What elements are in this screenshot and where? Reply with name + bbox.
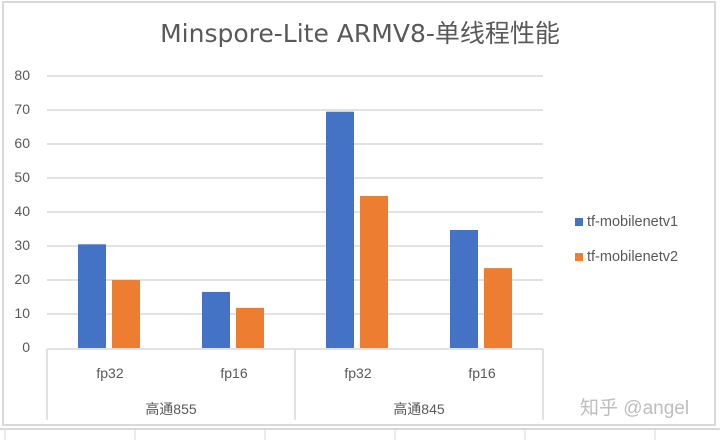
y-tick-label: 10: [14, 305, 30, 321]
spreadsheet-cells: [0, 428, 720, 440]
legend-item-v1: tf-mobilenetv1: [575, 214, 678, 230]
y-tick-label: 50: [14, 169, 30, 185]
y-tick-label: 70: [14, 101, 30, 117]
chart-title: Minspore-Lite ARMV8-单线程性能: [160, 19, 560, 48]
group-label-855: 高通855: [145, 401, 197, 417]
watermark: 知乎 @angel: [580, 398, 690, 419]
bar: [360, 196, 388, 348]
legend-label: tf-mobilenetv1: [587, 214, 679, 230]
x-label-fp16-855: fp16: [220, 365, 248, 381]
chart-card: [2, 1, 716, 426]
bar: [78, 244, 106, 348]
legend-label: tf-mobilenetv2: [587, 249, 679, 265]
legend-swatch-orange: [575, 253, 583, 261]
bar: [112, 280, 140, 348]
y-tick-label: 20: [14, 271, 30, 287]
legend-item-v2: tf-mobilenetv2: [575, 249, 678, 265]
y-tick-label: 40: [14, 203, 30, 219]
bar: [236, 307, 264, 348]
x-label-fp16-845: fp16: [468, 365, 496, 381]
y-tick-label: 0: [22, 339, 30, 355]
x-label-fp32-855: fp32: [96, 365, 124, 381]
bar: [202, 291, 230, 348]
y-tick-label: 60: [14, 135, 30, 151]
bar: [484, 268, 512, 348]
y-tick-label: 80: [14, 67, 30, 83]
bar: [450, 230, 478, 348]
bar: [326, 111, 354, 348]
y-tick-label: 30: [14, 237, 30, 253]
legend-swatch-blue: [575, 218, 583, 226]
x-label-fp32-845: fp32: [344, 365, 372, 381]
group-label-845: 高通845: [393, 401, 445, 417]
